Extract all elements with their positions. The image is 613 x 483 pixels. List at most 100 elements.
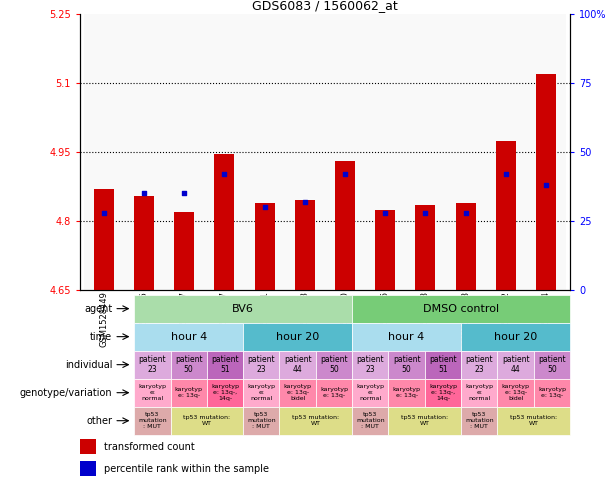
Bar (295, 200, 315, 290)
Bar (280, 407, 352, 435)
Point (179, 189, 189, 197)
Bar (94, 189, 114, 290)
Bar (455, 203, 476, 290)
Bar (174, 212, 194, 290)
Bar (316, 351, 352, 379)
Bar (446, 14, 485, 290)
Point (300, 198, 310, 206)
Bar (80, 439, 96, 454)
Text: BV6: BV6 (232, 304, 254, 313)
Bar (416, 205, 435, 290)
Text: patient
23: patient 23 (139, 355, 166, 374)
Text: tp53 mutation:
WT: tp53 mutation: WT (292, 415, 340, 426)
Bar (215, 155, 234, 290)
Text: patient
51: patient 51 (429, 355, 457, 374)
Bar (497, 379, 534, 407)
Text: patient
23: patient 23 (465, 355, 493, 374)
Point (99, 209, 109, 216)
Bar (461, 323, 570, 351)
Bar (134, 351, 170, 379)
Bar (134, 323, 243, 351)
Text: patient
50: patient 50 (320, 355, 348, 374)
Text: hour 4: hour 4 (389, 332, 425, 341)
Bar (204, 14, 245, 290)
Bar (352, 295, 570, 323)
Text: patient
23: patient 23 (357, 355, 384, 374)
Bar (389, 407, 461, 435)
Text: patient
50: patient 50 (538, 355, 566, 374)
Text: tp53 mutation:
WT: tp53 mutation: WT (402, 415, 448, 426)
Text: tp53
mutation
: MUT: tp53 mutation : MUT (138, 412, 167, 429)
Bar (536, 74, 556, 290)
Bar (496, 141, 516, 290)
Point (501, 170, 511, 178)
Text: individual: individual (65, 360, 112, 369)
Point (421, 209, 430, 216)
Bar (207, 351, 243, 379)
Bar (389, 351, 425, 379)
Bar (164, 14, 204, 290)
Title: GDS6083 / 1560062_at: GDS6083 / 1560062_at (252, 0, 398, 12)
Bar (84, 14, 124, 290)
Text: patient
50: patient 50 (175, 355, 202, 374)
Point (461, 209, 471, 216)
Bar (245, 14, 284, 290)
Text: patient
23: patient 23 (248, 355, 275, 374)
Text: time: time (90, 332, 112, 341)
Text: hour 4: hour 4 (170, 332, 207, 341)
Text: patient
44: patient 44 (284, 355, 311, 374)
Bar (207, 379, 243, 407)
Bar (534, 351, 570, 379)
Bar (352, 323, 461, 351)
Text: karyotyp
e: 13q-,
14q-: karyotyp e: 13q-, 14q- (211, 384, 239, 401)
Bar (325, 14, 365, 290)
Text: karyotyp
e: 13q-
bidel: karyotyp e: 13q- bidel (501, 384, 530, 401)
Bar (134, 196, 154, 290)
Text: tp53
mutation
: MUT: tp53 mutation : MUT (247, 412, 276, 429)
Text: karyotyp
e: 13q-: karyotyp e: 13q- (392, 387, 421, 398)
Text: genotype/variation: genotype/variation (20, 388, 112, 398)
Bar (80, 461, 96, 476)
Text: other: other (86, 416, 112, 426)
Point (260, 203, 270, 211)
Text: patient
51: patient 51 (211, 355, 239, 374)
Bar (335, 161, 355, 290)
Bar (461, 379, 497, 407)
Bar (497, 351, 534, 379)
Bar (134, 407, 170, 435)
Bar (425, 351, 461, 379)
Bar (389, 379, 425, 407)
Text: karyotyp
e:
normal: karyotyp e: normal (139, 384, 166, 401)
Bar (534, 379, 570, 407)
Bar (280, 351, 316, 379)
Bar (134, 379, 170, 407)
Bar (124, 14, 164, 290)
Bar (170, 351, 207, 379)
Bar (280, 379, 316, 407)
Point (541, 181, 551, 189)
Text: tp53 mutation:
WT: tp53 mutation: WT (510, 415, 557, 426)
Bar (243, 323, 352, 351)
Text: agent: agent (84, 304, 112, 313)
Bar (365, 14, 405, 290)
Bar (316, 379, 352, 407)
Bar (352, 379, 389, 407)
Bar (461, 407, 497, 435)
Text: karyotyp
e: 13q-: karyotyp e: 13q- (320, 387, 348, 398)
Bar (284, 14, 325, 290)
Text: karyotyp
e:
normal: karyotyp e: normal (356, 384, 384, 401)
Bar (526, 14, 566, 290)
Point (340, 170, 350, 178)
Bar (375, 210, 395, 290)
Text: tp53 mutation:
WT: tp53 mutation: WT (183, 415, 230, 426)
Text: karyotyp
e:
normal: karyotyp e: normal (247, 384, 275, 401)
Bar (352, 407, 389, 435)
Point (139, 189, 149, 197)
Text: hour 20: hour 20 (276, 332, 319, 341)
Point (219, 170, 229, 178)
Bar (461, 351, 497, 379)
Bar (485, 14, 526, 290)
Bar (254, 203, 275, 290)
Text: karyotyp
e: 13q-: karyotyp e: 13q- (538, 387, 566, 398)
Bar (170, 379, 207, 407)
